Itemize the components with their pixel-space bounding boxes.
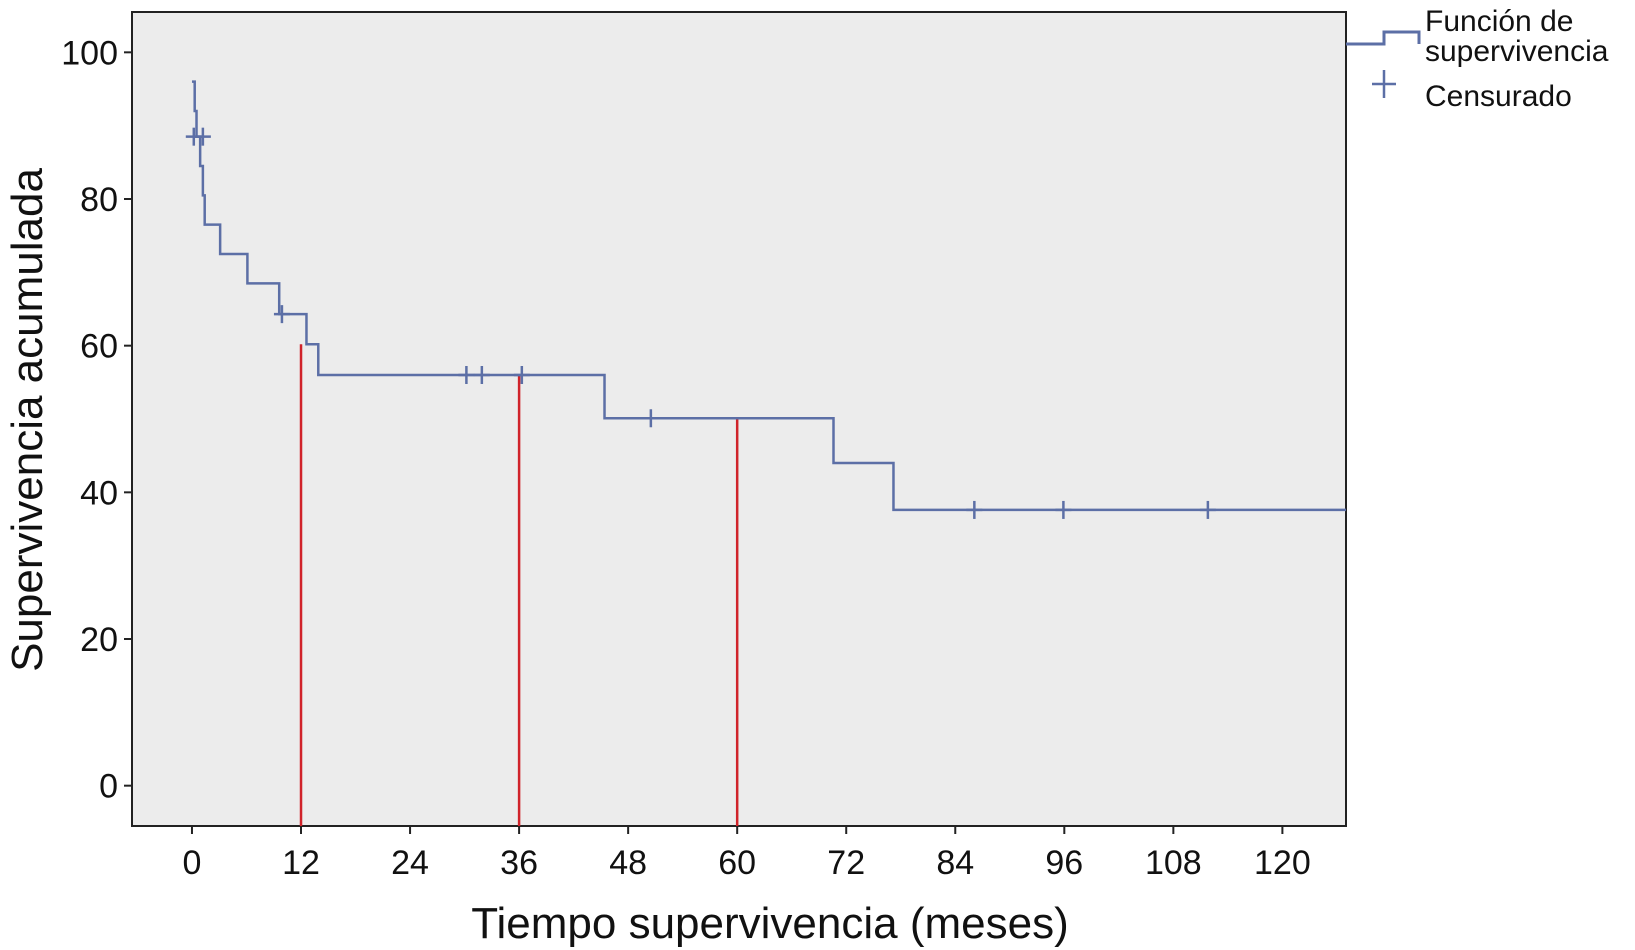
legend-survival-line-icon (1346, 30, 1421, 46)
censored-marker (273, 305, 290, 324)
x-tick-label: 24 (391, 844, 429, 882)
censored-marker (1055, 500, 1072, 519)
censored-marker (458, 366, 475, 384)
censored-markers (185, 127, 1216, 519)
legend-survival-label-line-2: supervivencia (1425, 35, 1609, 68)
y-tick-label: 80 (80, 181, 118, 219)
censored-marker (1199, 500, 1216, 519)
y-tick-label: 0 (99, 768, 118, 806)
x-tick-label: 96 (1045, 844, 1083, 882)
reference-lines (299, 344, 739, 826)
censored-marker (194, 127, 211, 146)
y-axis-ticks: 0 20 40 60 80 100 (61, 34, 132, 806)
x-tick-label: 108 (1145, 844, 1202, 882)
legend-survival-label: Función de (1425, 5, 1573, 38)
x-tick-label: 84 (936, 844, 974, 882)
y-axis-title: Supervivencia acumulada (3, 168, 52, 672)
x-tick-label: 0 (183, 844, 202, 882)
y-tick-label: 60 (80, 328, 118, 366)
y-tick-label: 20 (80, 621, 118, 659)
legend-censored-label: Censurado (1425, 80, 1572, 113)
x-tick-label: 48 (609, 844, 647, 882)
y-tick-label: 40 (80, 474, 118, 512)
x-tick-label: 60 (718, 844, 756, 882)
x-tick-label: 72 (827, 844, 865, 882)
censored-marker (473, 366, 490, 384)
x-axis-ticks: 0 12 24 36 48 60 72 84 96 108 120 (183, 826, 1311, 882)
x-tick-label: 12 (282, 844, 320, 882)
x-tick-label: 36 (500, 844, 538, 882)
censored-marker (513, 366, 530, 384)
x-tick-label: 120 (1254, 844, 1311, 882)
censored-marker (966, 500, 983, 519)
y-tick-label: 100 (61, 34, 118, 72)
censored-marker (642, 409, 659, 428)
legend: Función de supervivencia Censurado (1346, 5, 1609, 113)
x-axis-title: Tiempo supervivencia (meses) (471, 899, 1068, 948)
